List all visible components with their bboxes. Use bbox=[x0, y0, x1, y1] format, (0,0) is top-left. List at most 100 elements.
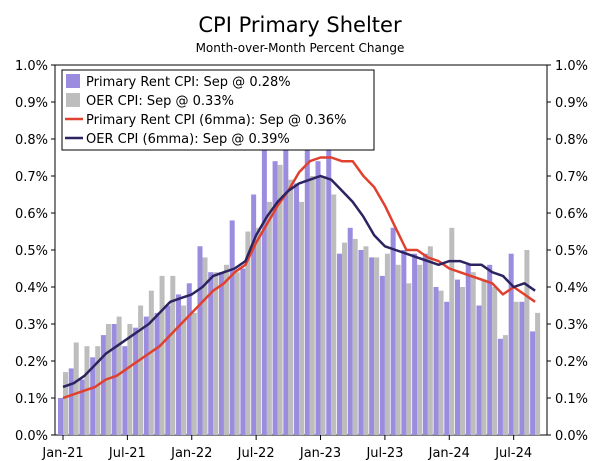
rent-bar bbox=[229, 220, 235, 435]
oer-bar bbox=[234, 272, 240, 435]
rent-bar bbox=[315, 161, 321, 435]
rent-bar bbox=[465, 264, 471, 435]
oer-6mma-line bbox=[62, 174, 536, 389]
oer-bar bbox=[363, 246, 369, 435]
y-tick-label-left: 0.9% bbox=[15, 96, 48, 111]
y-tick-label-right: 0.4% bbox=[555, 281, 588, 296]
rent-bar bbox=[272, 161, 278, 435]
rent-bar bbox=[143, 316, 149, 435]
rent-bar bbox=[79, 379, 85, 435]
rent-bar bbox=[412, 253, 418, 435]
oer-bar bbox=[352, 238, 358, 435]
y-tick-label-left: 1.0% bbox=[15, 59, 48, 74]
rent-bar bbox=[497, 338, 503, 435]
rent-bar bbox=[186, 283, 192, 435]
y-tick-label-left: 0.4% bbox=[15, 281, 48, 296]
x-tick-label: Jul-24 bbox=[494, 446, 532, 461]
rent-bar bbox=[283, 142, 289, 435]
rent-bar bbox=[58, 398, 63, 435]
y-tick-label-left: 0.5% bbox=[15, 244, 48, 259]
oer-bar bbox=[331, 194, 337, 435]
oer-bar bbox=[256, 227, 262, 435]
oer-bar bbox=[266, 201, 272, 435]
oer-bar bbox=[320, 176, 326, 435]
oer-bar bbox=[374, 257, 380, 435]
oer-bar bbox=[513, 301, 519, 435]
oer-bar bbox=[309, 176, 315, 435]
rent-bar bbox=[90, 357, 96, 435]
rent-bar bbox=[197, 246, 203, 435]
y-tick-label-left: 0.1% bbox=[15, 392, 48, 407]
y-tick-label-right: 0.1% bbox=[555, 392, 588, 407]
oer-bar bbox=[181, 305, 187, 435]
oer-bar bbox=[449, 227, 455, 435]
rent-bar bbox=[176, 294, 182, 435]
oer-bar bbox=[502, 335, 508, 435]
rent-bar bbox=[508, 253, 514, 435]
rent-bar bbox=[347, 227, 353, 435]
rent-bar bbox=[240, 268, 246, 435]
oer-bar bbox=[288, 179, 294, 435]
rent-bar bbox=[358, 250, 364, 435]
oer-bar bbox=[524, 250, 530, 435]
y-tick-label-right: 0.8% bbox=[555, 133, 588, 148]
oer-bar bbox=[63, 372, 68, 435]
rent-6mma-line bbox=[62, 156, 536, 400]
rent-bar bbox=[154, 312, 160, 435]
oer-bar bbox=[245, 231, 251, 435]
legend-label: OER CPI: Sep @ 0.33% bbox=[86, 94, 234, 109]
rent-bar bbox=[369, 257, 375, 435]
rent-bar bbox=[444, 301, 450, 435]
rent-bar bbox=[294, 183, 300, 435]
oer-bar bbox=[427, 246, 433, 435]
oer-bar bbox=[138, 305, 144, 435]
rent-bar bbox=[476, 305, 482, 435]
rent-bar bbox=[122, 346, 128, 435]
oer-bar bbox=[384, 253, 390, 435]
legend-box bbox=[61, 69, 375, 151]
oer-bar bbox=[95, 346, 101, 435]
legend: Primary Rent CPI: Sep @ 0.28% OER CPI: Se… bbox=[61, 69, 375, 151]
x-tick-label: Jul-23 bbox=[365, 446, 403, 461]
bars-layer bbox=[58, 142, 541, 435]
oer-bar bbox=[417, 264, 423, 435]
rent-bar bbox=[326, 150, 332, 435]
y-tick-label-right: 0.7% bbox=[555, 170, 588, 185]
legend-label: OER CPI (6mma): Sep @ 0.39% bbox=[86, 132, 290, 147]
x-tick-label: Jan-22 bbox=[170, 446, 212, 461]
axes-layer: 0.0% 0.0% 0.1% 0.1% 0.2% 0.2% 0.3% 0.3% 0.4% 0.4%… bbox=[15, 59, 588, 461]
y-tick-label-right: 0.3% bbox=[555, 318, 588, 333]
chart-title: CPI Primary Shelter bbox=[198, 13, 402, 37]
oer-bar bbox=[406, 283, 412, 435]
rent-bar bbox=[208, 272, 214, 435]
rent-bar bbox=[530, 331, 536, 435]
rent-bar bbox=[261, 150, 267, 435]
y-tick-label-right: 0.5% bbox=[555, 244, 588, 259]
oer-bar bbox=[73, 342, 79, 435]
rent-bar bbox=[68, 368, 74, 435]
oer-bar bbox=[299, 201, 305, 435]
oer-bar bbox=[202, 257, 208, 435]
x-tick-label: Jan-23 bbox=[299, 446, 341, 461]
rent-bar bbox=[304, 146, 310, 435]
x-tick-label: Jan-24 bbox=[428, 446, 470, 461]
oer-bar bbox=[341, 242, 347, 435]
oer-bar bbox=[116, 316, 122, 435]
oer-bar bbox=[159, 275, 165, 435]
legend-label: Primary Rent CPI: Sep @ 0.28% bbox=[86, 75, 291, 90]
y-tick-label-left: 0.8% bbox=[15, 133, 48, 148]
y-tick-label-right: 0.6% bbox=[555, 207, 588, 222]
rent-bar bbox=[422, 253, 428, 435]
y-tick-label-left: 0.6% bbox=[15, 207, 48, 222]
y-tick-label-right: 0.2% bbox=[555, 355, 588, 370]
y-tick-label-left: 0.0% bbox=[15, 429, 48, 444]
x-tick-label: Jul-22 bbox=[237, 446, 275, 461]
rent-bar bbox=[487, 264, 493, 435]
oer-bar bbox=[438, 290, 444, 435]
rent-bar bbox=[111, 324, 117, 435]
x-tick-label: Jan-21 bbox=[41, 446, 83, 461]
oer-bar bbox=[277, 164, 283, 435]
y-tick-label-right: 1.0% bbox=[555, 59, 588, 74]
y-tick-label-right: 0.9% bbox=[555, 96, 588, 111]
